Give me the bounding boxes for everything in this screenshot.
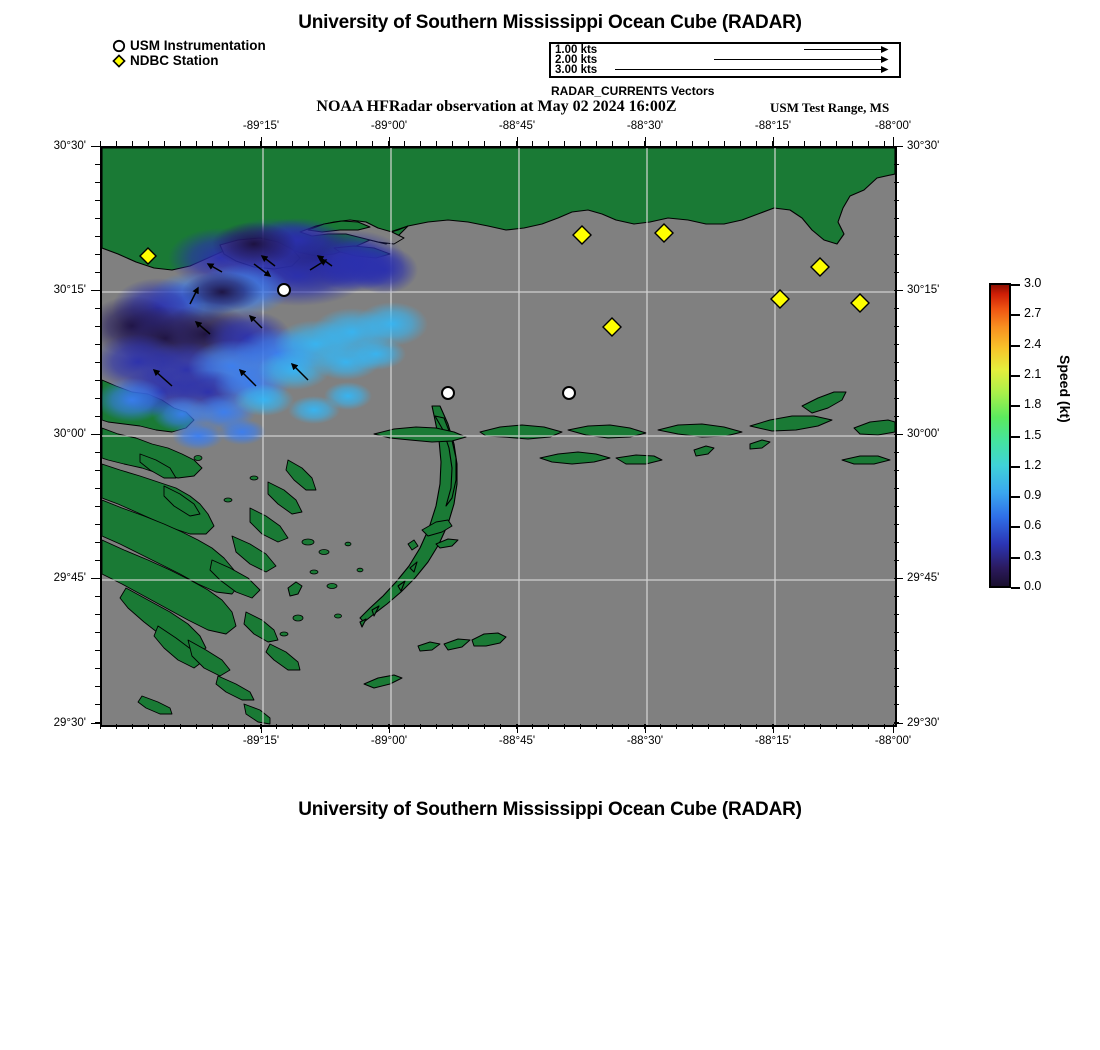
colorbar-tick-mark-4 (1011, 405, 1020, 407)
colorbar-gradient (989, 283, 1011, 588)
lat-tick-major-left-0 (91, 145, 100, 147)
lon-tick-major-top-1 (388, 137, 390, 146)
legend-label-usm: USM Instrumentation (130, 38, 266, 53)
legend-item-ndbc-station: NDBC Station (112, 53, 266, 68)
lat-label-right-0: 30°30' (907, 140, 940, 152)
colorbar-tick-label-6: 1.2 (1024, 458, 1042, 472)
current-vectors (152, 255, 333, 387)
vector-scale-label-2: 2.00 kts (555, 54, 598, 67)
lon-label-top-4: -88°15' (754, 120, 792, 132)
lon-label-top-1: -89°00' (370, 120, 408, 132)
lon-tick-major-top-2 (516, 137, 518, 146)
vector-scale-arrows (615, 45, 889, 74)
lat-label-left-0: 30°30' (53, 140, 86, 152)
lon-label-top-5: -88°00' (874, 120, 912, 132)
lat-label-right-3: 29°45' (907, 572, 940, 584)
colorbar-title: Speed (kt) (1057, 355, 1073, 423)
lon-label-bottom-1: -89°00' (370, 735, 408, 747)
lat-label-left-3: 29°45' (53, 572, 86, 584)
legend-label-ndbc: NDBC Station (130, 53, 219, 68)
colorbar-tick-label-5: 1.5 (1024, 428, 1042, 442)
colorbar-tick-label-2: 2.4 (1024, 337, 1042, 351)
colorbar-tick-label-0: 3.0 (1024, 276, 1042, 290)
lat-label-right-4: 29°30' (907, 717, 940, 729)
colorbar-tick-mark-1 (1011, 314, 1020, 316)
colorbar-tick-mark-10 (1011, 587, 1020, 589)
lat-label-left-1: 30°15' (53, 284, 86, 296)
lon-label-top-3: -88°30' (626, 120, 664, 132)
vector-scale-label-1: 1.00 kts (555, 44, 598, 56)
test-range-label: USM Test Range, MS (770, 100, 890, 115)
diamond-marker-icon (112, 53, 126, 68)
symbol-legend: USM Instrumentation NDBC Station (112, 38, 266, 68)
colorbar-tick-mark-0 (1011, 284, 1020, 286)
bottom-caption: University of Southern Mississippi Ocean… (298, 799, 802, 820)
vector-scale-labels: 1.00 kts 2.00 kts 3.00 kts (555, 44, 598, 77)
legend-item-usm-instrumentation: USM Instrumentation (112, 38, 266, 53)
vector-scale-label-3: 3.00 kts (555, 64, 598, 77)
lat-label-left-4: 29°30' (53, 717, 86, 729)
usm-instrumentation (277, 283, 576, 400)
lon-label-bottom-0: -89°15' (242, 735, 280, 747)
colorbar-tick-mark-7 (1011, 496, 1020, 498)
lat-tick-major-left-4 (91, 722, 100, 724)
lon-tick-major-top-5 (892, 137, 894, 146)
colorbar-tick-mark-5 (1011, 436, 1020, 438)
vector-legend-caption: RADAR_CURRENTS Vectors (551, 84, 715, 98)
lat-tick-major-left-2 (91, 433, 100, 435)
speed-field-overlay (102, 218, 428, 450)
colorbar-tick-mark-6 (1011, 466, 1020, 468)
lon-tick-major-top-0 (260, 137, 262, 146)
vector-scale-legend: 1.00 kts 2.00 kts 3.00 kts (549, 42, 901, 78)
lon-label-bottom-5: -88°00' (874, 735, 912, 747)
lat-label-right-2: 30°00' (907, 428, 940, 440)
colorbar-tick-mark-3 (1011, 375, 1020, 377)
colorbar-tick-mark-2 (1011, 345, 1020, 347)
colorbar-tick-label-1: 2.7 (1024, 306, 1042, 320)
colorbar-tick-mark-8 (1011, 526, 1020, 528)
map-canvas[interactable] (102, 148, 895, 725)
lat-tick-major-left-3 (91, 577, 100, 579)
map-panel[interactable] (100, 146, 897, 727)
colorbar-tick-label-9: 0.3 (1024, 549, 1042, 563)
colorbar-tick-mark-9 (1011, 557, 1020, 559)
lon-tick-major-top-4 (772, 137, 774, 146)
colorbar-tick-label-7: 0.9 (1024, 488, 1042, 502)
lat-label-right-1: 30°15' (907, 284, 940, 296)
map-graphics (102, 148, 895, 725)
circle-marker-icon (112, 39, 126, 52)
colorbar-tick-label-10: 0.0 (1024, 579, 1042, 593)
colorbar-tick-label-8: 0.6 (1024, 518, 1042, 532)
colorbar-tick-label-4: 1.8 (1024, 397, 1042, 411)
ndbc-stations (139, 223, 870, 337)
colorbar-tick-label-3: 2.1 (1024, 367, 1042, 381)
lon-label-bottom-2: -88°45' (498, 735, 536, 747)
lon-tick-major-top-3 (644, 137, 646, 146)
lon-label-top-2: -88°45' (498, 120, 536, 132)
observation-subtitle: NOAA HFRadar observation at May 02 2024 … (316, 98, 677, 115)
lon-label-top-0: -89°15' (242, 120, 280, 132)
page-title: University of Southern Mississippi Ocean… (298, 12, 802, 33)
lat-tick-major-left-1 (91, 289, 100, 291)
lat-label-left-2: 30°00' (53, 428, 86, 440)
lon-label-bottom-4: -88°15' (754, 735, 792, 747)
lon-label-bottom-3: -88°30' (626, 735, 664, 747)
